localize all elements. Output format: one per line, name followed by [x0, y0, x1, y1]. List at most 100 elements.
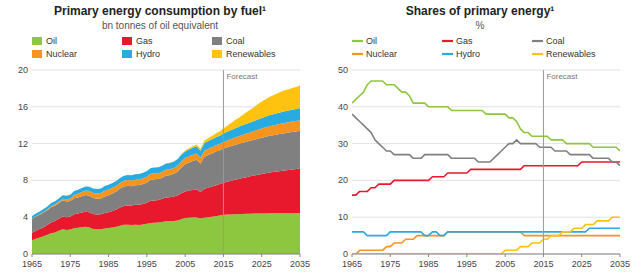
legend-label: Nuclear [366, 49, 397, 59]
y-tick-label: 0 [23, 249, 28, 259]
x-tick-label: 1965 [342, 259, 362, 269]
grid-line [32, 254, 300, 255]
area [32, 86, 300, 216]
legend-label: Hydro [136, 49, 160, 59]
legend-label: Renewables [546, 49, 596, 59]
legend-swatch [532, 53, 543, 55]
y-tick-label: 10 [338, 212, 348, 222]
x-tick-label: 1995 [457, 259, 477, 269]
x-tick-label: 1985 [419, 259, 439, 269]
legend-label: Oil [366, 36, 377, 46]
x-tick [32, 254, 33, 257]
plot-area [352, 81, 620, 254]
y-tick-label: 16 [18, 102, 28, 112]
grid-line [352, 70, 620, 71]
legend-swatch [352, 40, 363, 42]
grid-line [352, 217, 620, 218]
y-tick-label: 50 [338, 65, 348, 75]
area [32, 108, 300, 218]
x-axis [352, 254, 620, 255]
legend-swatch [212, 50, 222, 58]
x-tick [185, 254, 186, 257]
legend-label: Gas [136, 36, 153, 46]
legend-swatch [352, 53, 363, 55]
legend-label: Coal [226, 36, 245, 46]
x-tick-label: 2025 [252, 259, 272, 269]
subtitle: bn tonnes of oil equivalent [102, 20, 218, 31]
legend: Oil Gas Coal Nuclear Hydro Renewables [352, 36, 596, 59]
line [352, 81, 620, 151]
legend-swatch [442, 40, 453, 42]
legend-swatch [122, 50, 132, 58]
legend-swatch [32, 37, 42, 45]
legend-label: Coal [546, 36, 565, 46]
line [352, 228, 620, 235]
line [352, 114, 620, 166]
legend: Oil Gas Coal Nuclear Hydro Renewables [32, 36, 276, 59]
x-tick [543, 254, 544, 257]
annotation: Forecast [546, 72, 578, 81]
grid-line [352, 254, 620, 255]
legend-swatch [122, 37, 132, 45]
grid-line [352, 180, 620, 181]
grid-line [32, 70, 300, 71]
x-tick-label: 2015 [213, 259, 233, 269]
legend-label: Gas [456, 36, 473, 46]
x-tick [505, 254, 506, 257]
x-tick-label: 2025 [572, 259, 592, 269]
title: Primary energy consumption by fuel¹ [54, 4, 266, 18]
x-tick [352, 254, 353, 257]
grid-line [352, 106, 620, 107]
line [352, 217, 620, 254]
x-tick-label: 2005 [175, 259, 195, 269]
y-tick-label: 40 [338, 102, 348, 112]
legend-swatch [212, 37, 222, 45]
x-tick [428, 254, 429, 257]
y-tick-label: 12 [18, 139, 28, 149]
x-tick-label: 1985 [99, 259, 119, 269]
x-tick [108, 254, 109, 257]
x-tick-label: 1975 [60, 259, 80, 269]
y-tick-label: 20 [338, 175, 348, 185]
legend-label: Renewables [226, 49, 276, 59]
plot-area [32, 86, 300, 254]
y-tick-label: 30 [338, 139, 348, 149]
legend-swatch [32, 50, 42, 58]
annotation-line [543, 70, 544, 254]
x-tick-label: 1975 [380, 259, 400, 269]
x-tick [70, 254, 71, 257]
annotation-line [223, 70, 224, 254]
chart-canvas: Primary energy consumption by fuel¹ bn to… [0, 0, 640, 280]
annotation: Forecast [226, 72, 258, 81]
x-axis [32, 254, 300, 255]
legend-swatch [532, 40, 543, 42]
y-tick-label: 8 [23, 175, 28, 185]
x-tick-label: 2035 [610, 259, 630, 269]
x-tick-label: 2035 [290, 259, 310, 269]
legend-label: Oil [46, 36, 57, 46]
line [352, 232, 620, 254]
x-tick-label: 1965 [22, 259, 42, 269]
panel: Shares of primary energy¹% 0 10 20 30 40 50 196… [338, 4, 630, 269]
legend-label: Hydro [456, 49, 480, 59]
panel: Primary energy consumption by fuel¹ bn to… [18, 4, 310, 269]
x-tick [581, 254, 582, 257]
y-tick-label: 4 [23, 212, 28, 222]
x-tick [300, 254, 301, 257]
area [32, 131, 300, 233]
legend-label: Nuclear [46, 49, 77, 59]
x-tick [390, 254, 391, 257]
subtitle: % [476, 20, 485, 31]
title: Shares of primary energy¹ [406, 4, 555, 18]
x-tick [223, 254, 224, 257]
x-tick [261, 254, 262, 257]
y-tick-label: 0 [343, 249, 348, 259]
x-tick-label: 2005 [495, 259, 515, 269]
line [352, 162, 620, 195]
x-tick-label: 1995 [137, 259, 157, 269]
legend-swatch [442, 53, 453, 55]
x-tick-label: 2015 [533, 259, 553, 269]
x-tick [620, 254, 621, 257]
x-tick [146, 254, 147, 257]
y-tick-label: 20 [18, 65, 28, 75]
